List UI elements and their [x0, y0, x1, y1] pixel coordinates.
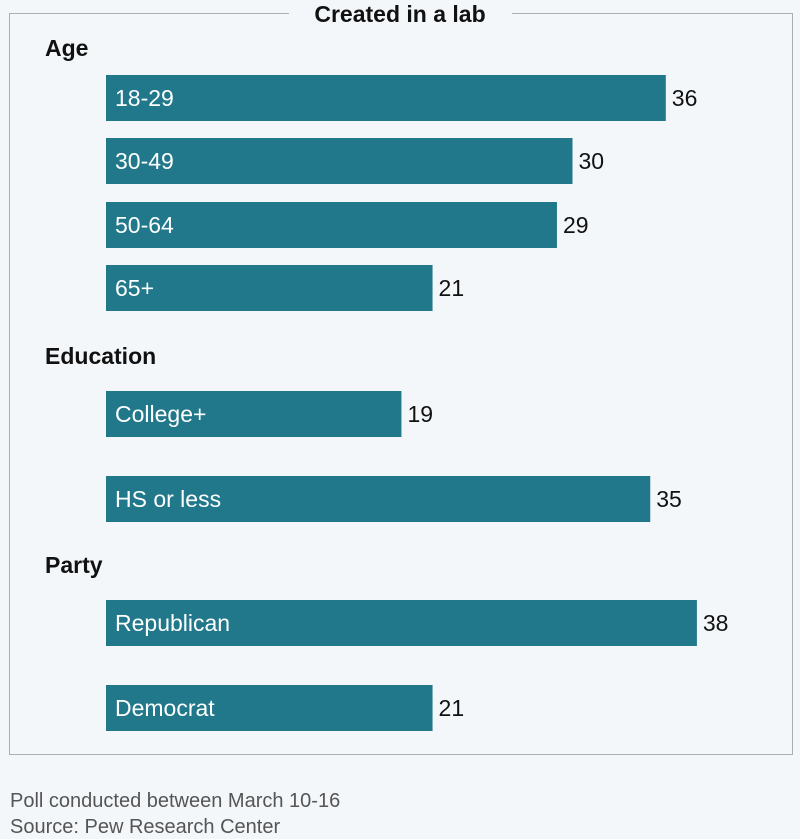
frame-top-right-line	[512, 13, 793, 14]
bar-hs-or-less	[106, 476, 651, 522]
bar-college	[106, 391, 402, 437]
value-label-democrat: 21	[439, 695, 465, 721]
bar-50-64	[106, 202, 557, 248]
source-note: Source: Pew Research Center	[10, 816, 281, 838]
bar-18-29	[106, 75, 666, 121]
bar-label-hs-or-less: HS or less	[115, 486, 221, 512]
bar-label-65: 65+	[115, 275, 154, 301]
chart-frame	[9, 13, 793, 755]
group-label-party: Party	[45, 552, 103, 578]
value-label-30-49: 30	[579, 148, 605, 174]
value-label-hs-or-less: 35	[656, 486, 682, 512]
value-label-republican: 38	[703, 610, 729, 636]
bar-label-republican: Republican	[115, 610, 230, 636]
value-label-college: 19	[407, 401, 433, 427]
bar-republican	[106, 600, 697, 646]
value-label-50-64: 29	[563, 212, 589, 238]
group-label-age: Age	[45, 35, 89, 61]
bar-democrat	[106, 685, 433, 731]
bar-label-18-29: 18-29	[115, 85, 174, 111]
value-label-18-29: 36	[672, 85, 698, 111]
poll-note: Poll conducted between March 10-16	[10, 790, 341, 812]
bar-65	[106, 265, 433, 311]
chart-title: Created in a lab	[0, 0, 800, 28]
bar-label-50-64: 50-64	[115, 212, 174, 238]
bar-label-college: College+	[115, 401, 206, 427]
bar-label-democrat: Democrat	[115, 695, 215, 721]
frame-top-left-line	[9, 13, 289, 14]
bar-chart-plot: 18-29 36 30-49 30 50-64 29 65+ 21 College+ 19 HS o…	[106, 75, 729, 731]
bar-label-30-49: 30-49	[115, 148, 174, 174]
value-label-65: 21	[439, 275, 465, 301]
bar-30-49	[106, 138, 573, 184]
group-label-education: Education	[45, 343, 157, 369]
chart-title-text: Created in a lab	[300, 1, 500, 27]
